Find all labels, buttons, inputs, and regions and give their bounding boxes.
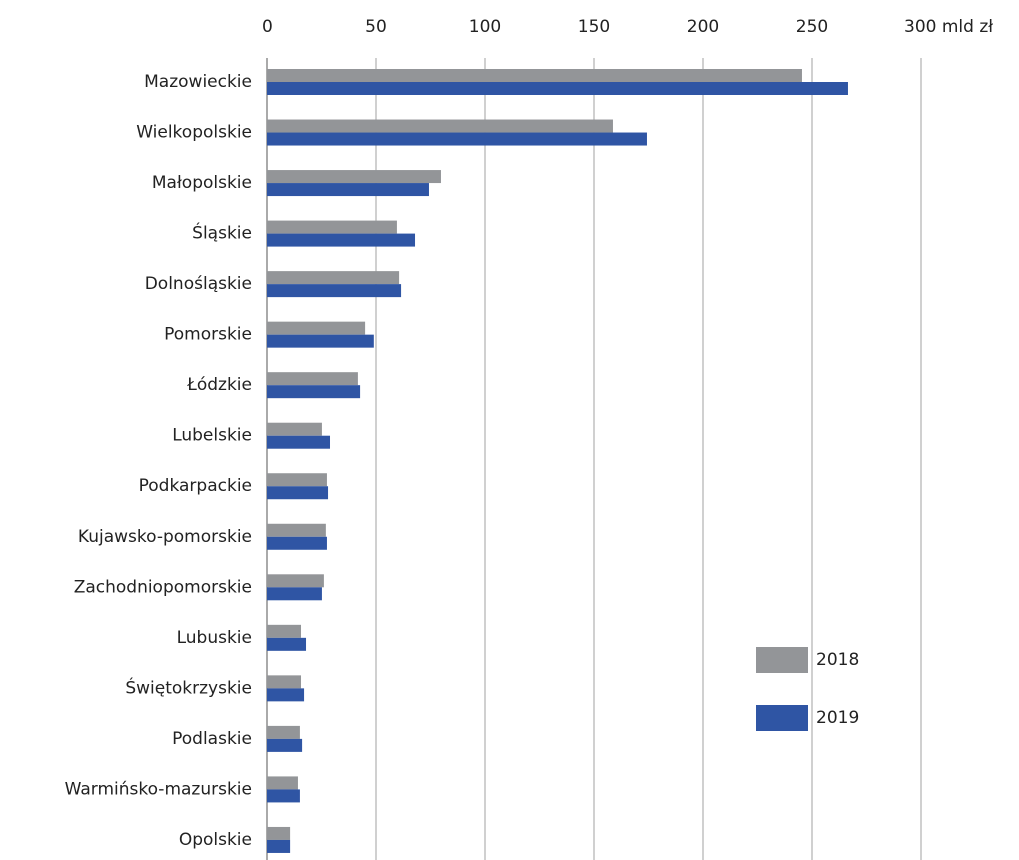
y-tick-label: Świętokrzyskie — [125, 676, 252, 698]
y-tick-label: Mazowieckie — [144, 72, 252, 92]
bar — [267, 271, 400, 285]
y-tick-label: Podkarpackie — [139, 476, 252, 496]
bar — [267, 624, 302, 638]
bar — [267, 688, 305, 702]
bar — [267, 385, 361, 399]
bar — [267, 372, 358, 386]
y-tick-label: Pomorskie — [164, 325, 252, 345]
x-tick-label: 200 — [687, 17, 719, 37]
bar — [267, 220, 397, 234]
y-tick-label: Łódzkie — [186, 375, 252, 395]
bar — [267, 233, 416, 247]
bar — [267, 82, 848, 95]
bar — [267, 284, 402, 298]
bar — [267, 675, 302, 689]
x-tick-label: 100 — [469, 17, 501, 37]
y-tick-label: Śląskie — [192, 222, 252, 244]
bar — [267, 738, 303, 752]
bar — [267, 587, 322, 601]
y-tick-label: Wielkopolskie — [136, 123, 252, 143]
y-tick-label: Kujawsko-pomorskie — [78, 527, 252, 547]
legend-swatch — [756, 647, 808, 673]
bar — [267, 422, 322, 436]
y-tick-label: Podlaskie — [172, 729, 252, 749]
bar — [267, 826, 291, 840]
y-tick-label: Opolskie — [179, 830, 252, 850]
y-tick-label: Małopolskie — [152, 173, 252, 193]
legend-label: 2019 — [816, 708, 859, 728]
x-tick-label: 50 — [365, 17, 387, 37]
bar — [267, 725, 300, 739]
bar — [267, 473, 327, 487]
bar — [267, 776, 298, 790]
x-tick-label: 300 mld zł — [904, 17, 993, 37]
x-tick-label: 250 — [796, 17, 828, 37]
x-tick-label: 0 — [262, 17, 273, 37]
bar — [267, 523, 326, 537]
y-tick-label: Lubuskie — [177, 628, 252, 648]
bar — [267, 486, 329, 500]
bar — [267, 119, 613, 133]
legend-label: 2018 — [816, 650, 859, 670]
y-tick-label: Zachodniopomorskie — [74, 577, 252, 597]
bar — [267, 321, 366, 335]
bar — [267, 170, 441, 184]
bar — [267, 132, 647, 146]
bar — [267, 789, 300, 803]
bar — [267, 435, 331, 449]
bar — [267, 536, 327, 550]
y-tick-label: Warmińsko-mazurskie — [65, 779, 252, 799]
bar — [267, 334, 374, 348]
bar — [267, 637, 307, 651]
y-tick-label: Lubelskie — [172, 426, 252, 446]
x-tick-label: 150 — [578, 17, 610, 37]
legend-swatch — [756, 705, 808, 731]
bar — [267, 839, 291, 853]
bar — [267, 574, 324, 588]
bar — [267, 183, 429, 197]
bar — [267, 69, 802, 82]
y-tick-label: Dolnośląskie — [145, 274, 252, 294]
